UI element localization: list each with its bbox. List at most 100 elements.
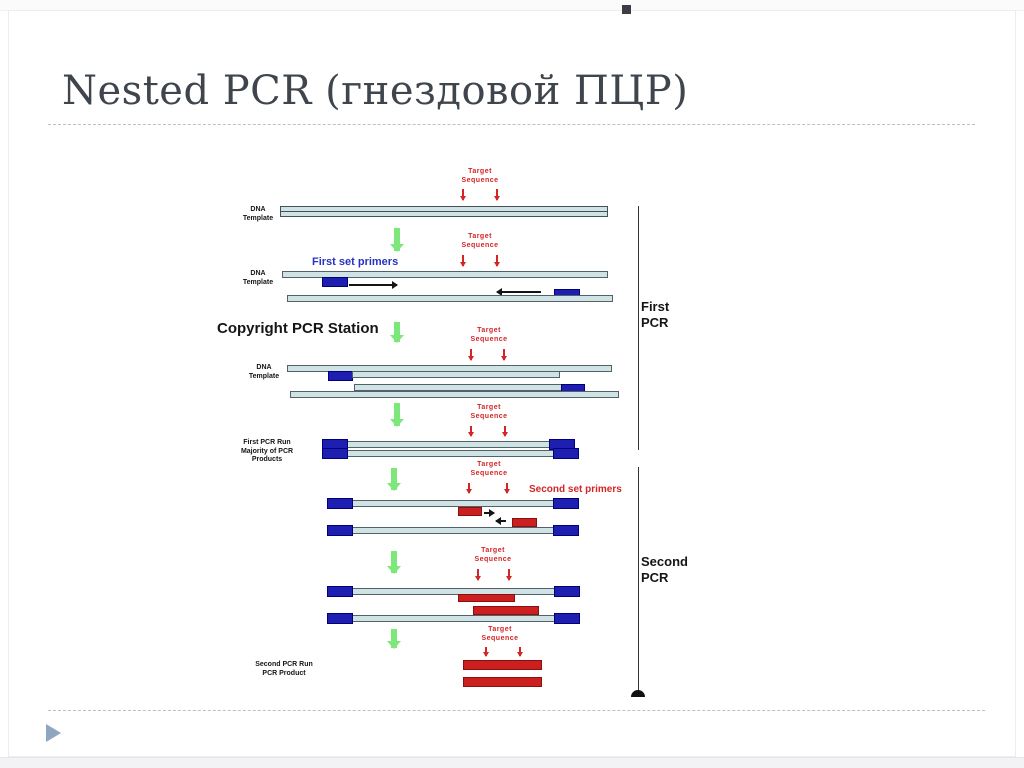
second-set-primers-label: Second set primers [529, 484, 622, 495]
target-pointer-arrow [494, 189, 500, 201]
extension-arrow-right [484, 509, 495, 517]
primer-end-cap [327, 525, 353, 536]
target-sequence-line1: Target [477, 404, 501, 411]
target-sequence-line2: Sequence [474, 555, 512, 563]
target-pointer-arrow [506, 569, 512, 581]
pcr-product-bar [327, 613, 580, 624]
primer-end-cap [553, 525, 579, 536]
first-pcr-bracket-label: First PCR [641, 299, 669, 331]
target-sequence-line2: Sequence [481, 634, 519, 642]
target-sequence-label: Target Sequence [462, 461, 516, 478]
target-sequence-label: Target Sequence [473, 626, 527, 643]
copyright-watermark: Copyright PCR Station [217, 320, 379, 337]
final-product-strand-red [463, 660, 542, 670]
second-pcr-run-line1: Second PCR Run [255, 661, 313, 668]
dna-strand [290, 391, 619, 398]
primer-end-cap [322, 448, 348, 459]
target-sequence-line1: Target [477, 461, 501, 468]
extension-arrow-left [496, 288, 541, 296]
target-sequence-line1: Target [488, 626, 512, 633]
first-pcr-run-label: First PCR Run Majority of PCR Products [233, 439, 301, 465]
dna-strand [282, 271, 608, 278]
target-sequence-line2: Sequence [470, 335, 508, 343]
primer-end-cap [553, 448, 579, 459]
nested-extension-red [473, 606, 539, 615]
target-pointer-arrow [502, 426, 508, 437]
process-arrow-down [387, 468, 401, 491]
decoration-square [622, 5, 631, 14]
divider-dashed-bottom [48, 710, 985, 711]
new-synthesized-strand [354, 384, 564, 391]
first-set-primers-label: First set primers [312, 256, 399, 268]
target-sequence-line1: Target [481, 547, 505, 554]
nested-extension-red [458, 594, 515, 602]
extension-arrow-left [495, 517, 506, 525]
target-sequence-line2: Sequence [461, 241, 499, 249]
dna-template-label: DNA Template [236, 270, 280, 287]
first-pcr-run-line1: First PCR Run [243, 439, 291, 446]
target-pointer-arrow [460, 255, 466, 267]
target-pointer-arrow [494, 255, 500, 267]
target-sequence-line1: Target [477, 327, 501, 334]
dna-strand [287, 295, 613, 302]
target-sequence-label: Target Sequence [462, 327, 516, 344]
forward-primer-blue [328, 371, 353, 381]
target-sequence-label: Target Sequence [466, 547, 520, 564]
target-pointer-arrow [468, 349, 474, 361]
process-arrow-down [390, 403, 404, 427]
process-arrow-down [390, 322, 404, 343]
nested-primer-red [512, 518, 537, 527]
dna-template-line1: DNA [250, 206, 266, 213]
target-pointer-arrow [517, 647, 523, 657]
dna-template-line2: Template [242, 278, 274, 286]
process-arrow-down [387, 551, 401, 574]
divider-dashed-top [48, 124, 975, 125]
second-pcr-run-label: Second PCR Run PCR Product [246, 661, 322, 678]
new-synthesized-strand [352, 371, 560, 378]
target-sequence-label: Target Sequence [462, 404, 516, 421]
final-product-strand-red [463, 677, 542, 687]
primer-end-cap [327, 586, 353, 597]
pcr-product-bar [322, 448, 579, 459]
target-sequence-label: Target Sequence [453, 168, 507, 185]
first-pcr-run-line3: Products [251, 456, 283, 463]
bottom-band [0, 757, 1024, 768]
target-sequence-line2: Sequence [470, 412, 508, 420]
dna-template-line2: Template [242, 214, 274, 222]
target-sequence-line2: Sequence [461, 176, 499, 184]
slide-card [8, 10, 1016, 757]
target-sequence-label: Target Sequence [453, 233, 507, 250]
target-pointer-arrow [483, 647, 489, 657]
target-pointer-arrow [468, 426, 474, 437]
first-pcr-line1: First [641, 299, 670, 314]
dna-template-line2: Template [248, 372, 280, 380]
primer-end-cap [327, 613, 353, 624]
target-pointer-arrow [501, 349, 507, 361]
target-pointer-arrow [475, 569, 481, 581]
process-arrow-down [387, 629, 401, 649]
second-pcr-run-line2: PCR Product [262, 669, 306, 677]
pcr-product-bar [327, 498, 579, 509]
dna-template-label: DNA Template [236, 206, 280, 223]
dna-template-line1: DNA [256, 364, 272, 371]
dna-template-line1: DNA [250, 270, 266, 277]
pcr-product-bar [322, 439, 575, 450]
target-pointer-arrow [460, 189, 466, 201]
target-sequence-line1: Target [468, 168, 492, 175]
pcr-product-bar [327, 586, 580, 597]
primer-end-cap [554, 613, 580, 624]
first-pcr-bracket-line [638, 206, 639, 450]
primer-end-cap [553, 498, 579, 509]
extension-arrow-right [349, 281, 398, 289]
process-arrow-down [390, 228, 404, 252]
target-sequence-line2: Sequence [470, 469, 508, 477]
nested-primer-red [458, 507, 482, 516]
forward-primer-blue [322, 277, 348, 287]
second-pcr-line2: PCR [641, 570, 669, 585]
primer-end-cap [327, 498, 353, 509]
next-slide-arrow-icon[interactable] [46, 724, 61, 742]
dna-template-label: DNA Template [242, 364, 286, 381]
target-sequence-line1: Target [468, 233, 492, 240]
slide-title: Nested PCR (гнездовой ПЦР) [62, 68, 689, 114]
